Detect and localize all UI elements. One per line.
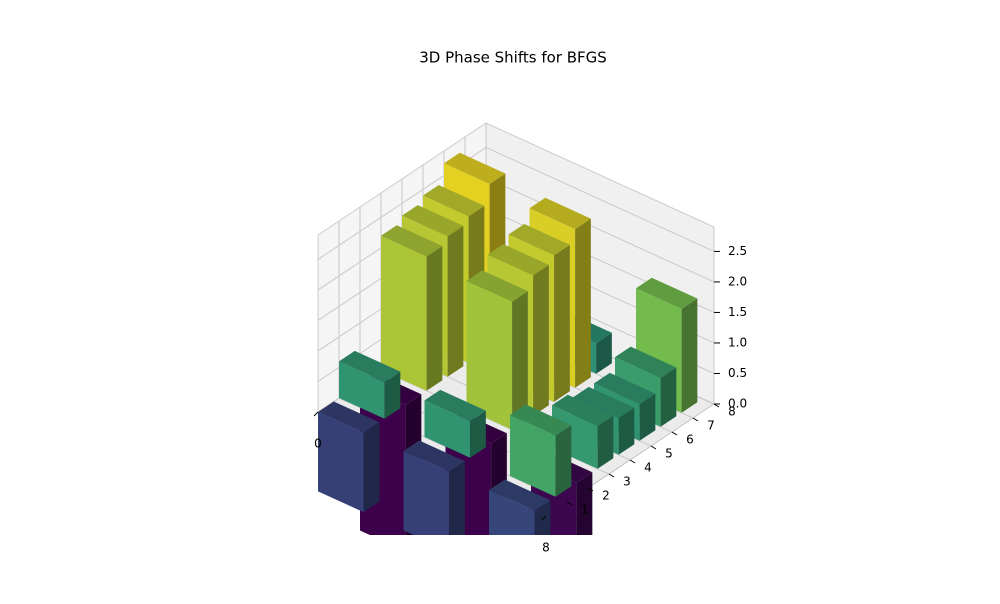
y-tick [629, 459, 636, 464]
bar-top [489, 479, 551, 511]
bar-side [618, 407, 635, 455]
z-tick-label: 0.5 [728, 366, 747, 380]
z-tick-label: 1.5 [728, 305, 747, 319]
bar-front [489, 490, 535, 535]
bar-top [529, 197, 591, 230]
bar-top [402, 205, 464, 237]
bar-top [339, 350, 401, 383]
bar-side [575, 218, 591, 388]
bar-front [318, 412, 364, 513]
y-tick-label: 8 [728, 405, 736, 419]
bar-top [552, 394, 614, 427]
bar-top [444, 152, 506, 185]
y-tick-label: 1 [581, 503, 589, 517]
x-tick [313, 411, 319, 417]
bar-side [426, 246, 443, 391]
y-tick [692, 417, 699, 422]
z-tick-label: 0.0 [728, 397, 747, 411]
bar-side [447, 225, 464, 377]
bar-top [403, 440, 465, 472]
bar-front [466, 280, 513, 430]
bar-front [403, 451, 450, 535]
bar-side [597, 415, 614, 469]
bar-side [534, 500, 551, 535]
z-tick-label: 2.0 [728, 274, 747, 288]
bar-side [512, 291, 528, 430]
bar-top [381, 225, 443, 257]
x-tick-label: 8 [542, 541, 550, 555]
bar-side [596, 332, 612, 374]
y-tick-label: 3 [623, 475, 631, 489]
bar-front [424, 400, 471, 458]
bar-top [636, 277, 698, 310]
grid-line [485, 177, 715, 283]
bar-side [363, 422, 380, 513]
y-tick-label: 5 [665, 447, 673, 461]
bar-side [555, 425, 572, 497]
bar-top [318, 401, 380, 433]
bar [381, 225, 443, 391]
bar-top [594, 372, 656, 405]
y-tick [671, 431, 678, 436]
grid-line [485, 146, 715, 252]
bar-top [510, 404, 572, 436]
chart-title: 3D Phase Shifts for BFGS [419, 49, 607, 67]
bar [339, 350, 401, 419]
bar [403, 440, 465, 535]
bar-side [554, 244, 570, 402]
bar-top [466, 270, 528, 302]
bar-top [573, 386, 635, 419]
y-tick-label: 2 [602, 489, 610, 503]
bar-side [681, 298, 698, 413]
bar [510, 404, 572, 497]
z-tick-label: 1.0 [728, 335, 747, 349]
y-tick [566, 501, 573, 506]
y-tick-label: 4 [644, 461, 652, 475]
bar [424, 389, 486, 458]
y-tick-label: 7 [707, 419, 715, 433]
bar-side [639, 393, 656, 441]
y-tick [650, 445, 657, 450]
bar [466, 270, 528, 430]
y-tick-label: 6 [686, 433, 694, 447]
bar-top [487, 244, 549, 276]
bar-top [423, 185, 485, 217]
z-tick-label: 2.5 [728, 244, 747, 258]
y-tick [587, 487, 594, 492]
bar-top [508, 224, 570, 256]
bar-side [660, 367, 677, 427]
bar-side [576, 472, 593, 535]
bar-front [339, 361, 385, 419]
bar-front [381, 235, 427, 391]
bar-top [424, 389, 486, 422]
x-tick [541, 515, 547, 521]
bar-top [615, 346, 677, 378]
bar-side [384, 371, 401, 419]
x-tick-label: 0 [314, 437, 322, 451]
bar-side [533, 264, 549, 416]
bar [489, 479, 551, 535]
y-tick [713, 403, 720, 408]
bar-side [449, 461, 465, 535]
y-tick [608, 473, 615, 478]
bar-front [510, 414, 556, 497]
bar-side [470, 410, 486, 458]
bar [318, 401, 380, 513]
